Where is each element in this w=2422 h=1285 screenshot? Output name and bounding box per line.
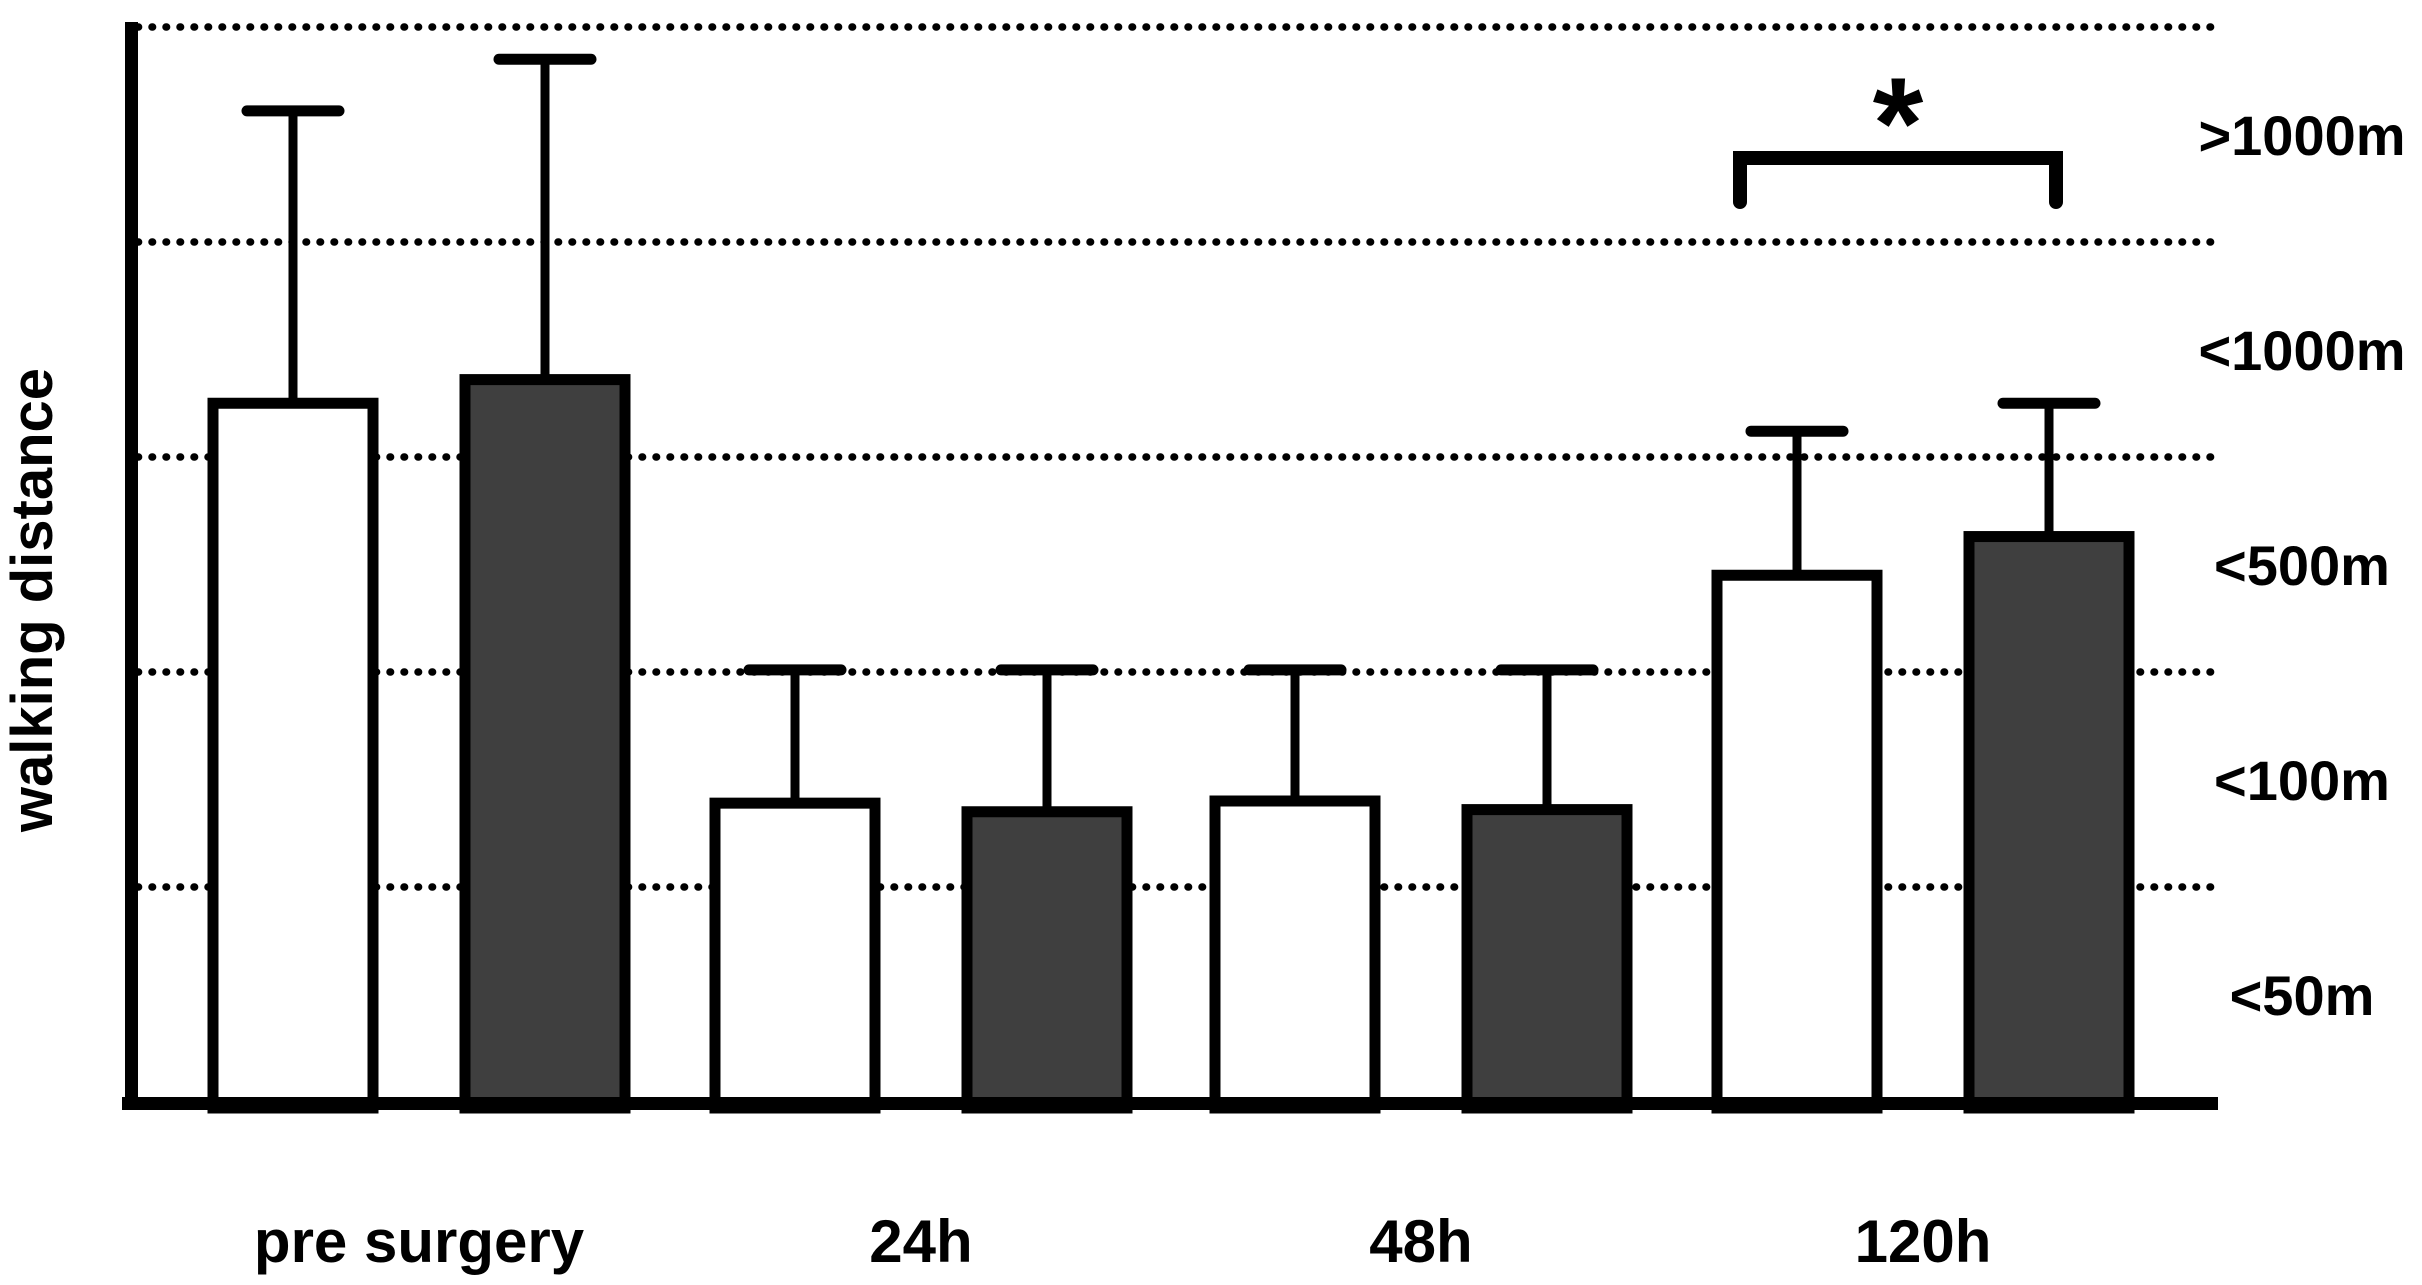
x-label-pre-surgery: pre surgery [254,1208,585,1275]
bars [207,53,2135,1114]
x-label-48h: 48h [1369,1208,1472,1275]
white-bar [1711,569,1883,1114]
white-bar [207,397,379,1114]
significance-bracket [1733,151,2063,209]
y-axis-line [125,22,138,1110]
y-zone-label-lt100m: <100m [2214,749,2390,812]
x-label-120h: 120h [1855,1208,1992,1275]
dark-bar [961,806,1133,1114]
y-zone-label-lt50m: <50m [2230,964,2375,1027]
y-zone-label-lt1000m: <1000m [2198,319,2405,382]
significance-asterisk: * [1873,50,1924,196]
gridlines [134,23,2216,891]
dark-bar [459,374,631,1114]
white-bar [1209,795,1381,1114]
y-zone-label-gt1000m: >1000m [2198,104,2405,167]
y-zone-label-lt500m: <500m [2214,534,2390,597]
x-label-24h: 24h [869,1208,972,1275]
white-bar [709,797,881,1114]
y-axis-title: walking distance [0,368,65,833]
x-axis-line [122,1097,2218,1110]
dark-bar [1963,531,2135,1114]
dark-bar [1461,804,1633,1114]
